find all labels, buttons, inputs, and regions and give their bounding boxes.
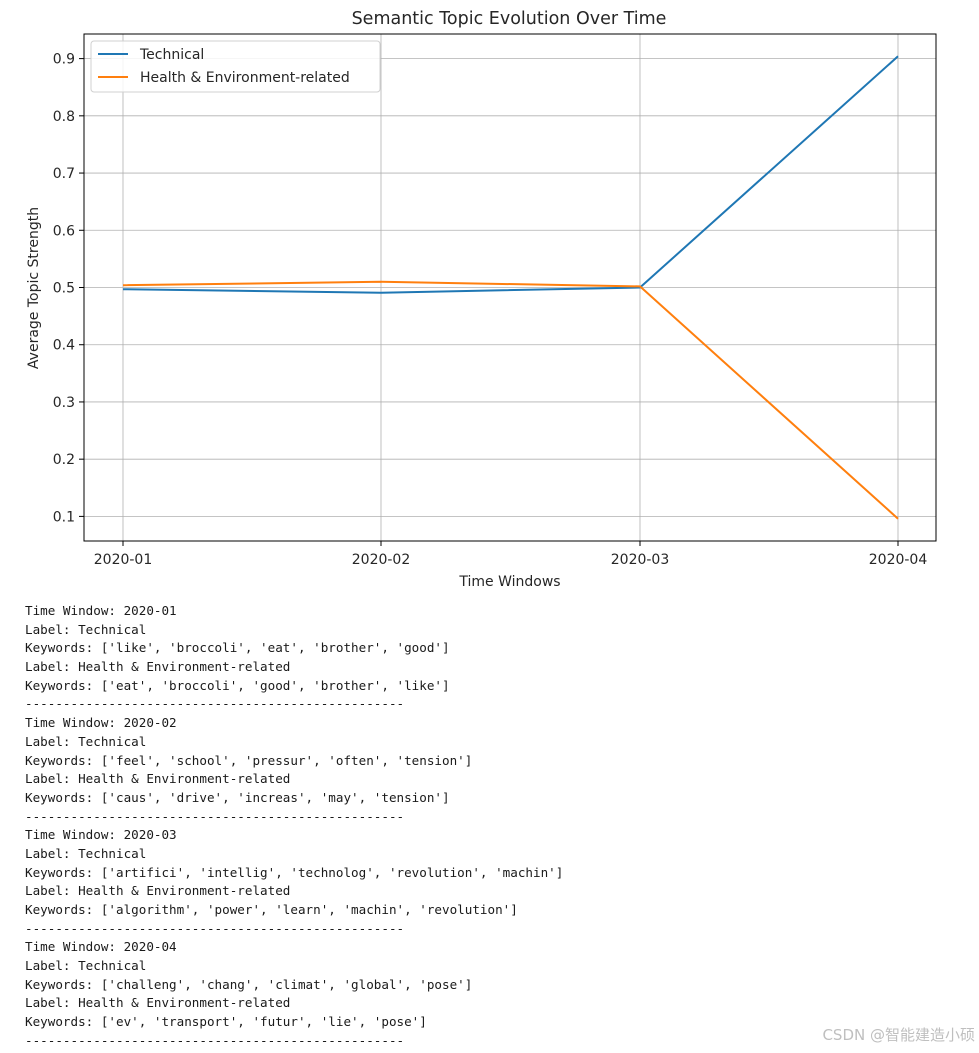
y-tick-label: 0.3 [53, 395, 75, 411]
series-line-technical [122, 55, 899, 294]
label-line: Label: Health & Environment-related [25, 659, 291, 675]
chart-canvas: Semantic Topic Evolution Over Time 0.10.… [26, 9, 937, 590]
label-line: Label: Health & Environment-related [25, 883, 291, 899]
y-tick-label: 0.6 [53, 223, 75, 239]
separator-line: ----------------------------------------… [25, 920, 405, 936]
y-tick-label: 0.7 [53, 166, 75, 182]
keywords-line: Keywords: ['algorithm', 'power', 'learn'… [25, 902, 518, 917]
x-tick-label: 2020-03 [611, 552, 670, 568]
keywords-line: Keywords: ['caus', 'drive', 'increas', '… [25, 789, 450, 805]
label-line: Label: Health & Environment-related [25, 995, 291, 1011]
label-line: Label: Technical [25, 621, 147, 637]
y-tick-label: 0.4 [53, 338, 75, 354]
time-window-line: Time Window: 2020-03 [25, 827, 177, 843]
time-window-line: Time Window: 2020-02 [25, 715, 177, 731]
label-line: Label: Health & Environment-related [25, 771, 291, 787]
watermark: CSDN @智能建造小硕 [822, 1026, 975, 1044]
separator-line: ----------------------------------------… [25, 1032, 405, 1048]
legend-label: Health & Environment-related [140, 70, 350, 86]
y-tick-label: 0.8 [53, 109, 75, 125]
topic-evolution-chart: Semantic Topic Evolution Over Time 0.1 0.… [26, 9, 937, 590]
y-tick-label: 0.2 [53, 452, 75, 468]
axis-ticks: 0.1 0.2 0.3 0.4 0.5 0.6 0.7 0.8 0.9 2020-01 2020-0… [53, 52, 928, 568]
console-output: Time Window: 2020-01 Label: Technical Keyw… [25, 602, 563, 1051]
label-line: Label: Technical [25, 733, 147, 749]
x-axis-label: Time Windows [458, 574, 560, 590]
y-tick-label: 0.5 [53, 281, 75, 297]
legend-label: Technical [139, 47, 204, 63]
keywords-line: Keywords: ['eat', 'broccoli', 'good', 'b… [25, 677, 450, 693]
y-tick-label: 0.1 [53, 509, 75, 525]
y-axis-label: Average Topic Strength [26, 207, 42, 369]
keywords-line: Keywords: ['feel', 'school', 'pressur', … [25, 752, 473, 768]
chart-legend: Technical Health & Environment-related [90, 40, 381, 93]
x-tick-label: 2020-01 [94, 552, 153, 568]
x-tick-label: 2020-04 [869, 552, 928, 568]
keywords-line: Keywords: ['challeng', 'chang', 'climat'… [25, 976, 473, 992]
label-line: Label: Technical [25, 845, 147, 861]
y-tick-label: 0.9 [53, 52, 75, 68]
time-window-line: Time Window: 2020-01 [25, 603, 177, 618]
chart-title: Semantic Topic Evolution Over Time [352, 9, 667, 29]
grid-lines [84, 34, 936, 541]
label-line: Label: Technical [25, 958, 147, 974]
keywords-line: Keywords: ['like', 'broccoli', 'eat', 'b… [25, 640, 450, 656]
series-line-health-environment [122, 280, 899, 520]
plot-frame [83, 33, 937, 542]
separator-line: ----------------------------------------… [25, 808, 405, 824]
x-tick-label: 2020-02 [352, 552, 411, 568]
time-window-line: Time Window: 2020-04 [25, 939, 177, 955]
legend-box [90, 40, 381, 93]
legend-entries: Technical Health & Environment-related [98, 47, 350, 86]
separator-line: ----------------------------------------… [25, 696, 405, 712]
series-lines [122, 55, 899, 520]
keywords-line: Keywords: ['artifici', 'intellig', 'tech… [25, 864, 564, 880]
keywords-line: Keywords: ['ev', 'transport', 'futur', '… [25, 1014, 427, 1030]
